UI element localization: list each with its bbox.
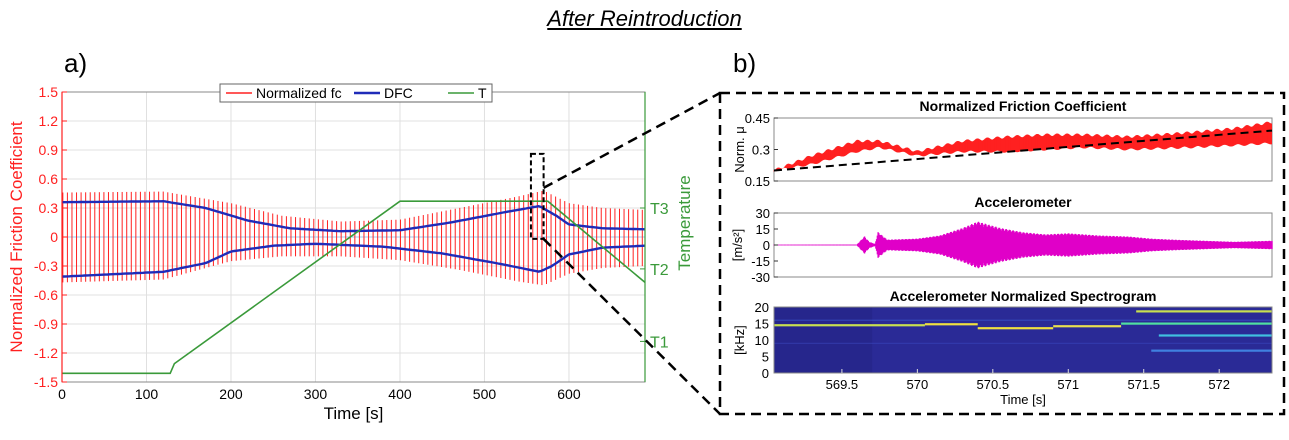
panel-b: Normalized Friction Coefficient 0.15 0.3 0.… <box>718 91 1286 416</box>
b3-x-tick-label: 571.5 <box>1127 377 1160 392</box>
b3-band <box>1053 325 1122 328</box>
b3-y-tick-label: 10 <box>755 333 769 348</box>
legend: Normalized fc DFC T <box>219 83 493 103</box>
b2-y-tick-label: 30 <box>756 206 770 221</box>
b1-y-tick-label: 0.15 <box>745 174 770 189</box>
panel-a: -1.5 -1.2 -0.9 -0.6 -0.3 0 0.3 0.6 0.9 1.2 1.5 0 100… <box>7 83 694 423</box>
b3-x-tick-label: 570.5 <box>977 377 1010 392</box>
x-tick-label: 500 <box>473 386 497 402</box>
b3-band <box>1121 322 1272 325</box>
legend-label: T <box>478 85 487 101</box>
b3-y-tick-label: 15 <box>755 317 769 332</box>
b3-band <box>1136 310 1272 313</box>
b3-x-tick-label: 571 <box>1057 377 1079 392</box>
right-tick-label: T1 <box>650 334 669 351</box>
zoom-connectors <box>542 91 721 415</box>
b3-band <box>977 327 1054 330</box>
b1-title: Normalized Friction Coefficient <box>920 98 1127 114</box>
b3-band-faint <box>774 319 1272 321</box>
b3-y-tick-label: 20 <box>755 300 769 315</box>
y-tick-label: -1.5 <box>34 374 58 390</box>
b3-y-axis-label: [kHz] <box>732 325 747 355</box>
b3-x-tick-label: 569.5 <box>826 377 859 392</box>
b2-y-tick-label: 0 <box>763 238 770 253</box>
series-dfc <box>61 199 646 278</box>
legend-label: DFC <box>384 85 413 101</box>
x-tick-label: 400 <box>388 386 412 402</box>
y-tick-label: 0.9 <box>39 142 59 158</box>
y-axis-label-right: Temperature <box>675 175 694 270</box>
x-tick-label: 200 <box>219 386 243 402</box>
b3-band <box>1151 349 1272 352</box>
b2-y-tick-label: -15 <box>751 254 770 269</box>
x-tick-label: 600 <box>557 386 581 402</box>
y-tick-label: -0.3 <box>34 258 58 274</box>
b3-x-tick-label: 572 <box>1208 377 1230 392</box>
x-axis-label: Time [s] <box>324 404 384 423</box>
b3-band <box>1158 334 1272 337</box>
b2-y-tick-label: -30 <box>751 270 770 285</box>
y-tick-label: 0.6 <box>39 171 59 187</box>
panel-b-label: b) <box>733 48 757 78</box>
dfc-upper-line <box>62 199 646 233</box>
b3-spectrogram-bands <box>774 310 1272 352</box>
y-tick-label: -0.9 <box>34 316 58 332</box>
b3-y-tick-label: 0 <box>762 366 769 381</box>
series-temperature <box>62 200 646 375</box>
b3-x-axis-label: Time [s] <box>1000 392 1046 407</box>
series-normalized-fc <box>62 190 643 286</box>
x-tick-label: 0 <box>58 386 66 402</box>
right-tick-label: T2 <box>650 262 669 279</box>
x-tick-label: 300 <box>304 386 328 402</box>
b3-spectrogram-region <box>774 307 873 373</box>
legend-label: Normalized fc <box>256 85 342 101</box>
dfc-lower-line <box>61 242 646 278</box>
right-tick-label: T3 <box>650 201 669 218</box>
connector-bottom <box>542 238 721 415</box>
b3-title: Accelerometer Normalized Spectrogram <box>890 288 1157 304</box>
b2-y-axis-label: [m/s²] <box>730 229 745 262</box>
figure-header: After Reintroduction <box>547 6 742 31</box>
b1-series-friction <box>773 121 1272 172</box>
y-tick-label: -1.2 <box>34 345 58 361</box>
y-tick-label: 1.2 <box>39 113 59 129</box>
b1-y-axis-label: Norm. μ <box>732 126 747 173</box>
b2-title: Accelerometer <box>974 194 1072 210</box>
b2-series-accelerometer <box>773 221 1273 269</box>
panel-a-label: a) <box>64 48 88 78</box>
b1-y-tick-label: 0.3 <box>752 143 770 158</box>
zoom-frame <box>718 91 1286 416</box>
y-axis-label: Normalized Friction Coefficient <box>7 121 26 352</box>
b3-band <box>924 323 978 326</box>
y-tick-label: 0 <box>50 229 58 245</box>
connector-top <box>543 91 721 189</box>
b1-trend-line <box>773 129 1273 172</box>
b1-y-tick-label: 0.45 <box>745 111 770 126</box>
b3-x-tick-label: 570 <box>907 377 929 392</box>
y-tick-label: 0.3 <box>39 200 59 216</box>
x-tick-label: 100 <box>135 386 159 402</box>
b3-y-tick-label: 5 <box>762 350 769 365</box>
b3-band <box>774 324 925 327</box>
b3-plot-frame <box>773 306 1273 374</box>
b2-y-tick-label: 15 <box>756 222 770 237</box>
zoom-box <box>529 152 545 240</box>
y-tick-label: 1.5 <box>39 84 59 100</box>
y-tick-label: -0.6 <box>34 287 58 303</box>
b3-band-faint <box>774 342 1272 344</box>
